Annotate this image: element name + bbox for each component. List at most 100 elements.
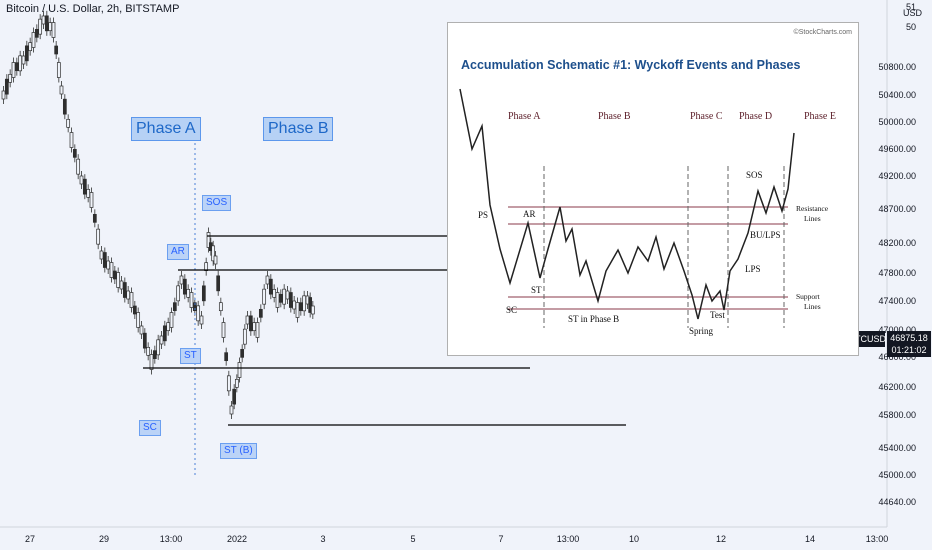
candle-body bbox=[295, 302, 300, 318]
candle-body bbox=[132, 305, 137, 315]
price-tick-label: 45000.00 bbox=[878, 470, 916, 480]
price-tick-label: 47400.00 bbox=[878, 296, 916, 306]
candle-body bbox=[82, 178, 87, 195]
candle-body bbox=[310, 305, 315, 315]
candle-body bbox=[224, 352, 229, 362]
ar-tag[interactable]: AR bbox=[167, 244, 189, 260]
inset-title: Accumulation Schematic #1: Wyckoff Event… bbox=[461, 58, 801, 72]
candle-body bbox=[292, 300, 297, 310]
time-tick-label: 13:00 bbox=[556, 534, 580, 544]
time-tick-label: 13:00 bbox=[865, 534, 889, 544]
sc-tag[interactable]: SC bbox=[139, 420, 161, 436]
candle-body bbox=[240, 348, 245, 358]
inset-label-sc: SC bbox=[506, 305, 518, 315]
candle-body bbox=[136, 312, 141, 328]
candle-body bbox=[156, 339, 161, 356]
schematic-price-path bbox=[459, 88, 795, 320]
candlestick-series bbox=[1, 10, 315, 419]
resistance-label-line2: Lines bbox=[804, 214, 821, 223]
candle-body bbox=[221, 322, 226, 338]
candle-body bbox=[28, 42, 33, 52]
phase-b-label[interactable]: Phase B bbox=[263, 117, 334, 141]
candle-body bbox=[41, 15, 46, 25]
schematic-drawing bbox=[459, 88, 795, 328]
sos-tag[interactable]: SOS bbox=[202, 195, 232, 211]
price-tick-label: 45800.00 bbox=[878, 410, 916, 420]
candle-body bbox=[59, 85, 64, 95]
candle-body bbox=[149, 354, 154, 370]
price-tick-label: 49600.00 bbox=[878, 144, 916, 154]
time-tick-label: 29 bbox=[98, 534, 110, 544]
inset-label-ps: PS bbox=[478, 210, 489, 220]
candle-body bbox=[66, 118, 71, 128]
candle-body bbox=[275, 292, 280, 308]
inset-label-lps: LPS bbox=[745, 264, 761, 274]
inset-phase-e: Phase E bbox=[804, 111, 836, 122]
inset-label-test: Test bbox=[710, 310, 725, 320]
st-tag[interactable]: ST bbox=[180, 348, 201, 364]
st-b-tag[interactable]: ST (B) bbox=[220, 443, 257, 459]
candle-body bbox=[252, 322, 257, 332]
support-label-line2: Lines bbox=[804, 302, 821, 311]
candle-body bbox=[186, 288, 191, 298]
candle-body bbox=[211, 245, 216, 262]
candle-body bbox=[102, 252, 107, 268]
candle-body bbox=[237, 362, 242, 378]
candle-body bbox=[176, 285, 181, 302]
candle-body bbox=[248, 315, 253, 332]
time-tick-label: 3 bbox=[320, 534, 326, 544]
candle-body bbox=[265, 275, 270, 285]
candle-body bbox=[11, 62, 16, 78]
last-price-label: 46875.18 01:21:02 bbox=[887, 331, 931, 357]
candle-body bbox=[72, 148, 77, 158]
candle-body bbox=[216, 275, 221, 292]
inset-label-st: ST bbox=[531, 285, 542, 295]
candle-body bbox=[106, 260, 111, 270]
candle-body bbox=[18, 55, 23, 72]
candle-body bbox=[255, 322, 260, 338]
support-label-line1: Support bbox=[796, 292, 820, 301]
price-tick-label: 48700.00 bbox=[878, 204, 916, 214]
candle-body bbox=[218, 302, 223, 312]
candle-body bbox=[199, 315, 204, 325]
candle-body bbox=[129, 292, 134, 308]
inset-label-spring: Spring bbox=[689, 326, 714, 336]
candle-body bbox=[278, 293, 283, 303]
price-tick-label: 46600.00 bbox=[878, 352, 916, 362]
candle-body bbox=[206, 232, 211, 248]
candle-body bbox=[56, 62, 61, 78]
candle-body bbox=[21, 55, 26, 65]
candle-body bbox=[86, 188, 91, 198]
chart-title: Bitcoin / U.S. Dollar, 2h, BITSTAMP bbox=[6, 3, 180, 15]
candle-body bbox=[31, 32, 36, 48]
candle-body bbox=[96, 228, 101, 245]
candle-body bbox=[242, 328, 247, 345]
inset-support-label: Support Lines bbox=[796, 292, 821, 312]
phase-a-label[interactable]: Phase A bbox=[131, 117, 201, 141]
candle-body bbox=[189, 292, 194, 308]
inset-phase-c: Phase C bbox=[690, 111, 723, 122]
candle-body bbox=[288, 292, 293, 308]
bar-countdown: 01:21:02 bbox=[891, 345, 927, 355]
candle-body bbox=[109, 262, 114, 278]
candle-body bbox=[99, 250, 104, 260]
candle-body bbox=[89, 192, 94, 208]
candle-body bbox=[196, 305, 201, 322]
time-tick-label: 14 bbox=[804, 534, 816, 544]
candle-body bbox=[159, 335, 164, 345]
candle-body bbox=[112, 270, 117, 280]
candle-body bbox=[142, 332, 147, 349]
candle-body bbox=[34, 28, 39, 38]
candle-body bbox=[262, 288, 267, 305]
price-tick-label: 47800.00 bbox=[878, 268, 916, 278]
candle-body bbox=[182, 278, 187, 295]
currency-label[interactable]: USD bbox=[903, 8, 923, 18]
time-tick-label: 10 bbox=[628, 534, 640, 544]
candle-body bbox=[62, 98, 67, 115]
candle-body bbox=[268, 278, 273, 295]
time-tick-label: 5 bbox=[410, 534, 416, 544]
candle-body bbox=[69, 132, 74, 148]
candle-body bbox=[245, 315, 250, 325]
candle-body bbox=[24, 45, 29, 62]
